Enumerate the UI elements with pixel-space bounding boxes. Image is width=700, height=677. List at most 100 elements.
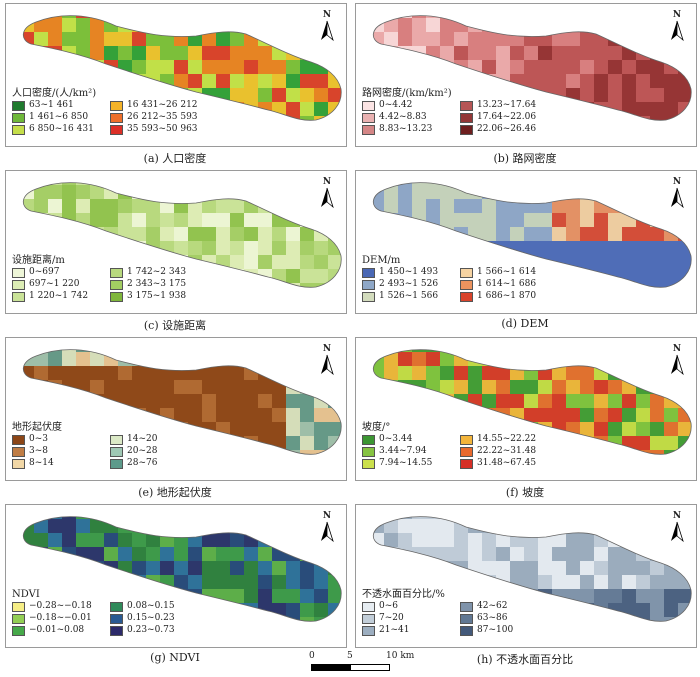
legend-label: −0.28~−0.18: [29, 601, 92, 611]
legend-swatch: [460, 434, 473, 445]
legend-swatch: [362, 625, 375, 636]
legend-swatch: [362, 601, 375, 612]
legend-title: NDVI: [12, 589, 40, 600]
north-arrow-icon: N: [316, 511, 338, 543]
legend-title: 设施距离/m: [12, 255, 65, 266]
legend-title: 坡度/°: [362, 422, 391, 433]
legend-label: 0~4.42: [379, 100, 413, 110]
legend-label: 0~697: [29, 267, 60, 277]
legend-swatch: [110, 291, 123, 302]
legend-label: 7.94~14.55: [379, 458, 433, 468]
legend-swatch: [110, 613, 123, 624]
legend-swatch: [362, 291, 375, 302]
legend-item: 63~1 461: [12, 100, 104, 111]
map-figure-e: [22, 349, 342, 455]
legend-item: 22.06~26.46: [460, 124, 560, 135]
legend-item: 1 686~1 870: [460, 291, 560, 302]
legend-swatch: [110, 601, 123, 612]
map-panel-c: N 设施距离/m 0~697 1 742~2 343 697~1 220 2 343~3 …: [5, 170, 347, 314]
legend-b: 路网密度/(km/km²) 0~4.42 13.23~17.64 4.42~8.83 1…: [362, 88, 560, 135]
legend-swatch: [362, 279, 375, 290]
legend-swatch: [12, 434, 25, 445]
legend-swatch: [110, 112, 123, 123]
legend-label: 26 212~35 593: [127, 112, 198, 122]
legend-label: 8~14: [29, 458, 54, 468]
north-label: N: [672, 177, 682, 187]
legend-item: −0.01~0.08: [12, 625, 104, 636]
caption-d: (d) DEM: [501, 317, 549, 330]
map-figure-b: [372, 15, 692, 121]
scale-label-0: 0: [309, 651, 315, 661]
legend-swatch: [460, 446, 473, 457]
north-label: N: [322, 511, 332, 521]
legend-item: 6 850~16 431: [12, 124, 104, 135]
legend-item: 0~3.44: [362, 434, 454, 445]
legend-swatch: [12, 613, 25, 624]
map-panel-e: N 地形起伏度 0~3 14~20 3~8 20~28 8~14 28~76: [5, 337, 347, 481]
legend-item: 0.23~0.73: [110, 625, 210, 636]
scale-label-5: 5: [347, 651, 353, 661]
legend-g: NDVI −0.28~−0.18 0.08~0.15 −0.18~−0.01 0.15~…: [12, 589, 210, 636]
legend-label: 0.08~0.15: [127, 601, 175, 611]
legend-label: 0~3.44: [379, 434, 413, 444]
legend-swatch: [12, 446, 25, 457]
legend-swatch: [362, 124, 375, 135]
north-label: N: [322, 344, 332, 354]
legend-label: −0.01~0.08: [29, 625, 85, 635]
legend-item: 42~62: [460, 601, 560, 612]
legend-swatch: [12, 112, 25, 123]
legend-swatch: [460, 458, 473, 469]
caption-f: (f) 坡度: [505, 486, 545, 499]
legend-item: 3 175~1 938: [110, 291, 210, 302]
scale-label-10: 10 km: [386, 651, 415, 661]
legend-swatch: [362, 267, 375, 278]
north-arrow-icon: N: [316, 177, 338, 209]
legend-label: 22.22~31.48: [477, 446, 537, 456]
legend-label: 1 526~1 566: [379, 291, 439, 301]
legend-label: 2 493~1 526: [379, 279, 439, 289]
scale-bar: 0 5 10 km: [300, 651, 420, 675]
legend-item: 14~20: [110, 434, 210, 445]
legend-swatch: [460, 124, 473, 135]
caption-a: (a) 人口密度: [143, 152, 207, 165]
legend-label: 1 220~1 742: [29, 291, 89, 301]
legend-swatch: [110, 124, 123, 135]
caption-e: (e) 地形起伏度: [138, 486, 212, 499]
legend-label: 3 175~1 938: [127, 291, 187, 301]
north-arrow-icon: N: [666, 511, 688, 543]
caption-b: (b) 路网密度: [493, 152, 557, 165]
legend-item: 0.15~0.23: [110, 613, 210, 624]
legend-swatch: [460, 291, 473, 302]
legend-label: 7~20: [379, 613, 404, 623]
legend-item: 1 566~1 614: [460, 267, 560, 278]
legend-e: 地形起伏度 0~3 14~20 3~8 20~28 8~14 28~76: [12, 422, 210, 469]
legend-d: DEM/m 1 450~1 493 1 566~1 614 2 493~1 526 1 …: [362, 255, 560, 302]
scale-segment-white: [350, 664, 390, 671]
legend-label: 17.64~22.06: [477, 112, 537, 122]
legend-item: 31.48~67.45: [460, 458, 560, 469]
legend-label: 28~76: [127, 458, 158, 468]
legend-item: 1 461~6 850: [12, 112, 104, 123]
north-label: N: [672, 10, 682, 20]
legend-swatch: [12, 267, 25, 278]
legend-swatch: [460, 625, 473, 636]
legend-swatch: [110, 458, 123, 469]
legend-item: 21~41: [362, 625, 454, 636]
legend-label: 0.23~0.73: [127, 625, 175, 635]
legend-item: 8.83~13.23: [362, 124, 454, 135]
map-figure-d: [372, 182, 692, 288]
caption-c: (c) 设施距离: [143, 319, 207, 332]
legend-swatch: [110, 625, 123, 636]
map-figure-c: [22, 182, 342, 288]
legend-label: 16 431~26 212: [127, 100, 198, 110]
legend-label: 13.23~17.64: [477, 100, 537, 110]
legend-item: 63~86: [460, 613, 560, 624]
legend-item: 13.23~17.64: [460, 100, 560, 111]
north-label: N: [672, 344, 682, 354]
legend-item: 1 220~1 742: [12, 291, 104, 302]
legend-item: 0~6: [362, 601, 454, 612]
legend-label: 6 850~16 431: [29, 124, 94, 134]
legend-title: DEM/m: [362, 255, 401, 266]
legend-item: 4.42~8.83: [362, 112, 454, 123]
legend-label: 42~62: [477, 601, 508, 611]
